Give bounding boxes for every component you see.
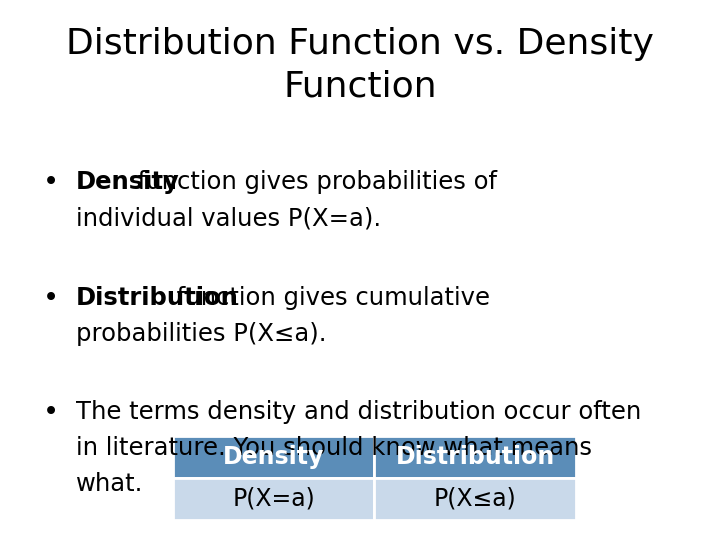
Text: Density: Density [76, 170, 179, 194]
Text: Density: Density [223, 445, 324, 469]
Text: in literature. You should know what means: in literature. You should know what mean… [76, 436, 592, 460]
Text: individual values P(X=a).: individual values P(X=a). [76, 206, 381, 230]
FancyBboxPatch shape [173, 478, 374, 520]
Text: what.: what. [76, 472, 143, 496]
Text: Distribution: Distribution [76, 286, 238, 310]
Text: probabilities P(X≤a).: probabilities P(X≤a). [76, 322, 326, 346]
Text: function gives cumulative: function gives cumulative [169, 286, 490, 310]
FancyBboxPatch shape [374, 436, 576, 478]
Text: Distribution: Distribution [395, 445, 555, 469]
Text: •: • [43, 286, 59, 312]
Text: •: • [43, 400, 59, 426]
Text: P(X=a): P(X=a) [233, 487, 315, 511]
Text: Distribution Function vs. Density
Function: Distribution Function vs. Density Functi… [66, 27, 654, 103]
Text: The terms density and distribution occur often: The terms density and distribution occur… [76, 400, 641, 423]
FancyBboxPatch shape [374, 478, 576, 520]
Text: P(X≤a): P(X≤a) [434, 487, 516, 511]
FancyBboxPatch shape [173, 436, 374, 478]
Text: •: • [43, 170, 59, 196]
Text: function gives probabilities of: function gives probabilities of [130, 170, 497, 194]
